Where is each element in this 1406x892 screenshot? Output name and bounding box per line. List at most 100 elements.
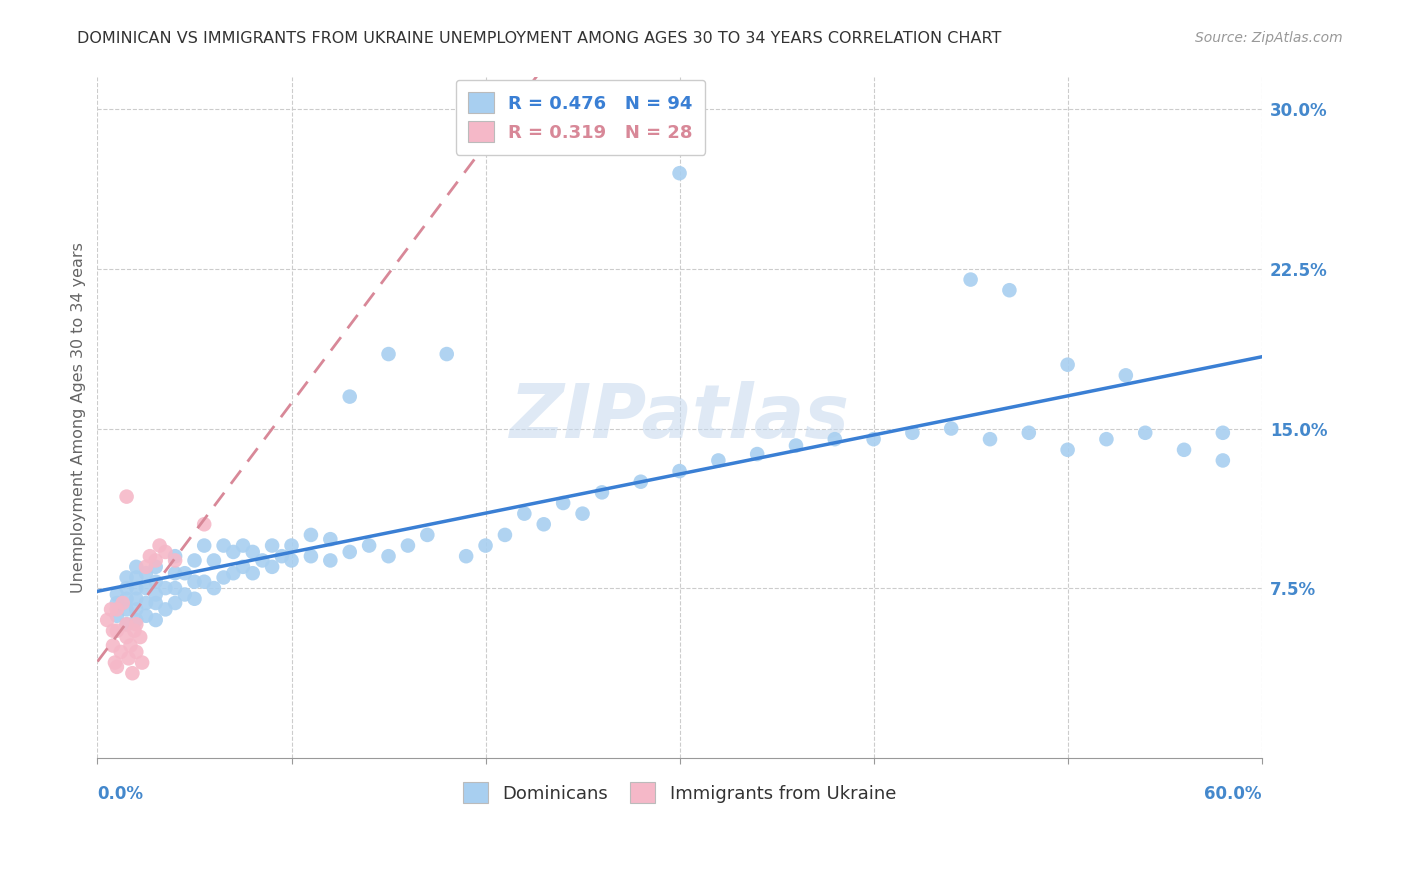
Point xyxy=(105,596,128,610)
Point xyxy=(377,347,399,361)
Point xyxy=(959,272,981,286)
Point xyxy=(115,490,138,504)
Point xyxy=(319,532,342,546)
Point xyxy=(668,166,690,180)
Point xyxy=(111,596,134,610)
Point xyxy=(155,545,177,559)
Point xyxy=(979,432,1001,446)
Point xyxy=(222,545,245,559)
Point xyxy=(630,475,652,489)
Point xyxy=(941,421,963,435)
Point xyxy=(242,566,264,581)
Point xyxy=(96,613,118,627)
Point xyxy=(145,587,167,601)
Point xyxy=(232,539,254,553)
Point xyxy=(125,591,148,606)
Point xyxy=(901,425,924,440)
Point xyxy=(121,666,143,681)
Point xyxy=(359,539,381,553)
Point xyxy=(998,283,1021,297)
Point xyxy=(165,581,187,595)
Point xyxy=(155,602,177,616)
Point xyxy=(105,624,128,638)
Point xyxy=(145,574,167,589)
Point xyxy=(436,347,458,361)
Point xyxy=(456,549,478,564)
Point xyxy=(125,617,148,632)
Point xyxy=(494,528,516,542)
Point xyxy=(280,553,302,567)
Point xyxy=(135,581,157,595)
Point xyxy=(747,447,769,461)
Point xyxy=(270,549,292,564)
Point xyxy=(553,496,575,510)
Point xyxy=(1173,442,1195,457)
Point xyxy=(416,528,439,542)
Point xyxy=(193,539,215,553)
Point xyxy=(212,570,235,584)
Point xyxy=(110,645,132,659)
Point xyxy=(165,596,187,610)
Text: 60.0%: 60.0% xyxy=(1204,785,1261,803)
Point xyxy=(105,587,128,601)
Point xyxy=(115,617,138,632)
Point xyxy=(1212,425,1234,440)
Point xyxy=(339,545,361,559)
Point xyxy=(299,528,322,542)
Point xyxy=(125,645,148,659)
Point xyxy=(145,559,167,574)
Point xyxy=(1095,432,1118,446)
Point xyxy=(533,517,555,532)
Point xyxy=(125,581,148,595)
Point xyxy=(339,390,361,404)
Text: DOMINICAN VS IMMIGRANTS FROM UKRAINE UNEMPLOYMENT AMONG AGES 30 TO 34 YEARS CORR: DOMINICAN VS IMMIGRANTS FROM UKRAINE UNE… xyxy=(77,31,1001,46)
Point xyxy=(125,602,148,616)
Point xyxy=(105,660,128,674)
Point xyxy=(145,596,167,610)
Point xyxy=(377,549,399,564)
Point xyxy=(183,553,205,567)
Point xyxy=(165,566,187,581)
Point xyxy=(1056,442,1078,457)
Point xyxy=(125,570,148,584)
Point xyxy=(1056,358,1078,372)
Legend: Dominicans, Immigrants from Ukraine: Dominicans, Immigrants from Ukraine xyxy=(453,772,907,814)
Y-axis label: Unemployment Among Ages 30 to 34 years: Unemployment Among Ages 30 to 34 years xyxy=(72,243,86,593)
Point xyxy=(668,464,690,478)
Point xyxy=(824,432,846,446)
Point xyxy=(183,591,205,606)
Point xyxy=(183,574,205,589)
Point xyxy=(1115,368,1137,383)
Point xyxy=(129,630,152,644)
Point xyxy=(115,581,138,595)
Point xyxy=(222,566,245,581)
Point xyxy=(193,517,215,532)
Point xyxy=(101,639,124,653)
Point xyxy=(1212,453,1234,467)
Point xyxy=(173,587,195,601)
Point xyxy=(193,574,215,589)
Point xyxy=(105,608,128,623)
Point xyxy=(262,539,284,553)
Point xyxy=(252,553,274,567)
Point xyxy=(785,438,807,452)
Point xyxy=(280,539,302,553)
Point xyxy=(707,453,730,467)
Point xyxy=(125,613,148,627)
Point xyxy=(862,432,884,446)
Point xyxy=(1018,425,1040,440)
Point xyxy=(135,596,157,610)
Point xyxy=(124,624,146,638)
Point xyxy=(125,559,148,574)
Point xyxy=(135,559,157,574)
Point xyxy=(242,545,264,559)
Point xyxy=(299,549,322,564)
Point xyxy=(139,549,162,564)
Point xyxy=(115,591,138,606)
Point xyxy=(571,507,593,521)
Point xyxy=(120,639,142,653)
Point xyxy=(262,559,284,574)
Point xyxy=(145,553,167,567)
Text: ZIPatlas: ZIPatlas xyxy=(509,382,849,454)
Text: Source: ZipAtlas.com: Source: ZipAtlas.com xyxy=(1195,31,1343,45)
